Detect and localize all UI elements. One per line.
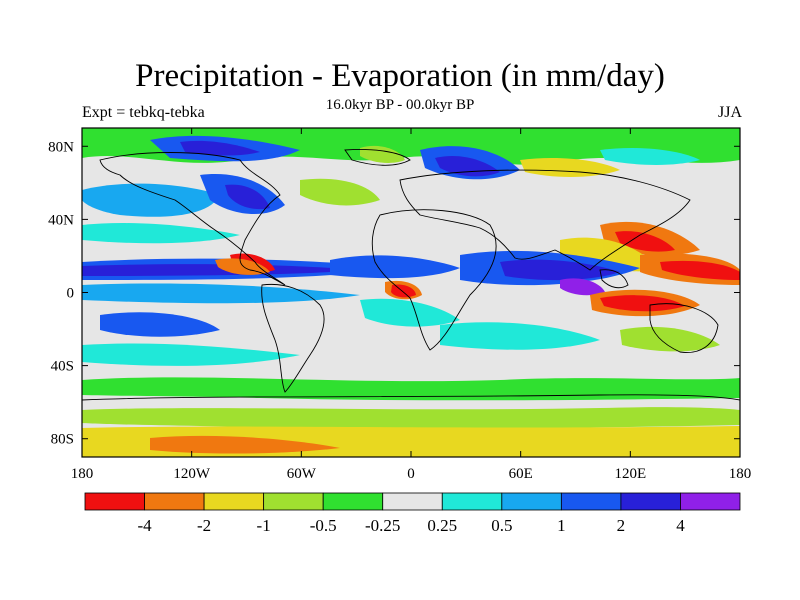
colorbar-swatch — [263, 492, 324, 511]
colorbar-swatch — [382, 492, 443, 511]
colorbar-swatch — [560, 492, 622, 511]
plot-title: Precipitation - Evaporation (in mm/day) — [135, 58, 665, 94]
x-tick-label: 120E — [614, 466, 646, 482]
experiment-label: Expt = tebkq-tebka — [82, 104, 205, 121]
x-tick-label: 120W — [173, 466, 211, 482]
continent-outlines — [82, 149, 740, 401]
x-tick-label: 0 — [407, 466, 415, 482]
colorbar-label: 1 — [557, 516, 566, 535]
plot-subtitle: 16.0kyr BP - 00.0kyr BP — [325, 97, 475, 113]
colorbar-label: -4 — [137, 516, 152, 535]
colorbar-label: 0.5 — [491, 516, 512, 535]
x-tick-label: 180 — [71, 466, 94, 482]
colorbar-label: -0.5 — [310, 516, 337, 535]
colorbar-swatch — [322, 492, 384, 511]
map-panel — [82, 128, 740, 457]
colorbar-label: 4 — [676, 516, 685, 535]
colorbar-label: 2 — [617, 516, 626, 535]
colorbar-swatch — [501, 492, 562, 511]
y-tick-label: 80S — [51, 432, 74, 448]
y-tick-label: 80N — [48, 139, 74, 155]
colorbar-swatch — [441, 492, 503, 511]
y-tick-label: 0 — [67, 286, 75, 302]
colorbar-label: 0.25 — [427, 516, 457, 535]
x-tick-label: 180 — [729, 466, 752, 482]
colorbar-swatch — [620, 492, 681, 511]
colorbar-label: -1 — [257, 516, 271, 535]
y-tick-label: 40N — [48, 212, 74, 228]
colorbar-label: -0.25 — [365, 516, 400, 535]
colorbar: -4 -2 -1 -0.5 -0.25 0.25 0.5 1 2 4 — [84, 492, 741, 535]
y-tick-label: 40S — [51, 359, 74, 375]
colorbar-swatch — [84, 492, 145, 511]
season-label: JJA — [717, 104, 742, 121]
x-tick-label: 60E — [509, 466, 533, 482]
colorbar-swatch — [680, 492, 741, 511]
map-axes: 180 120W 60W 0 60E 120E 180 80N 40N 0 40S 80S — [48, 128, 751, 482]
colorbar-label: -2 — [197, 516, 211, 535]
colorbar-swatch — [203, 492, 265, 511]
x-tick-label: 60W — [287, 466, 317, 482]
colorbar-swatch — [144, 492, 205, 511]
